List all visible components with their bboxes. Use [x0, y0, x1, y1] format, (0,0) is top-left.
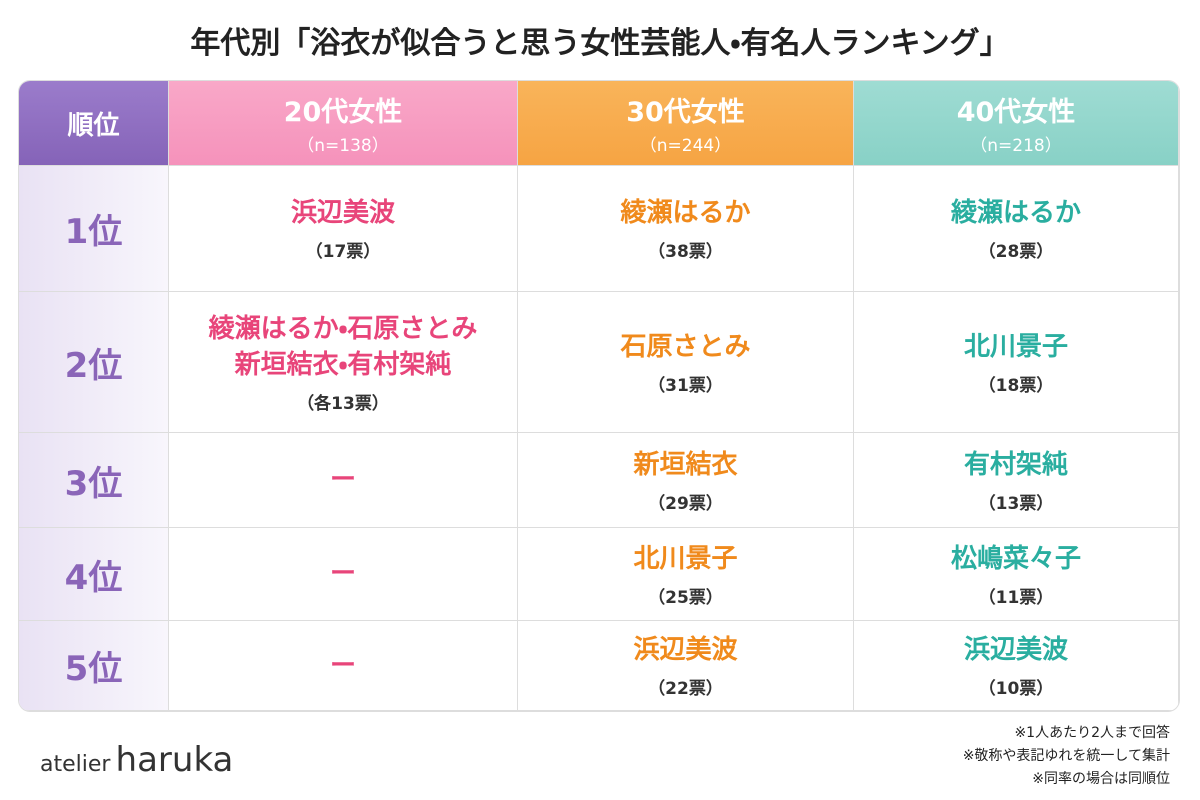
ranking-cell: 石原さとみ （31票）: [518, 292, 854, 433]
celebrity-name: 綾瀬はるか・石原さとみ: [208, 313, 478, 344]
celebrity-name: 浜辺美波: [633, 635, 738, 665]
celebrity-name: ー: [329, 650, 356, 681]
rank-label: 5位: [19, 621, 169, 711]
celebrity-name: 有村架純: [963, 449, 1068, 480]
ranking-cell: 浜辺美波 （22票）: [518, 621, 854, 711]
celebrity-name: 松嶋菜々子: [950, 543, 1081, 574]
celebrity-name: 北川景子: [633, 543, 738, 574]
ranking-cell: 綾瀬はるか・石原さとみ 新垣結衣・有村架純 （各13票）: [169, 292, 518, 433]
column-sample-size: （n=218）: [970, 136, 1062, 156]
note: ※同率の場合は同順位: [1032, 771, 1170, 787]
column-header: 30代女性 （n=244）: [518, 81, 854, 166]
rank-header: 順位: [19, 81, 169, 166]
celebrity-name: 北川景子: [963, 331, 1068, 362]
column-header: 20代女性 （n=138）: [169, 81, 518, 166]
ranking-cell: 新垣結衣 （29票）: [518, 433, 854, 528]
brand: atelier haruka: [40, 740, 233, 780]
ranking-cell: 綾瀬はるか （28票）: [854, 166, 1179, 292]
brand-name: haruka: [115, 740, 234, 780]
ranking-cell: 綾瀬はるか （38票）: [518, 166, 854, 292]
rank-label: 3位: [19, 433, 169, 528]
vote-count: （11票）: [978, 587, 1054, 608]
brand-prefix: atelier: [40, 752, 111, 777]
vote-count: （22票）: [648, 679, 723, 699]
celebrity-name: 綾瀬はるか: [620, 198, 751, 228]
vote-count: （10票）: [978, 679, 1054, 699]
ranking-cell: 松嶋菜々子 （11票）: [854, 528, 1179, 621]
column-header: 40代女性 （n=218）: [854, 81, 1179, 166]
column-label: 20代女性: [283, 97, 403, 128]
ranking-cell: ー: [169, 528, 518, 621]
vote-count: （31票）: [648, 375, 723, 396]
celebrity-name: ー: [329, 465, 356, 495]
celebrity-name: 浜辺美波: [290, 198, 395, 228]
vote-count: （各13票）: [297, 393, 389, 414]
celebrity-name: 新垣結衣: [633, 449, 738, 480]
celebrity-name: 新垣結衣・有村架純: [234, 349, 452, 380]
ranking-cell: 浜辺美波 （17票）: [169, 166, 518, 292]
ranking-cell: 北川景子 （18票）: [854, 292, 1179, 433]
vote-count: （25票）: [648, 587, 723, 608]
column-label: 30代女性: [626, 97, 745, 128]
column-sample-size: （n=138）: [297, 136, 389, 156]
vote-count: （38票）: [648, 242, 723, 262]
vote-count: （17票）: [305, 242, 381, 262]
celebrity-name: 綾瀬はるか: [950, 198, 1081, 228]
vote-count: （18票）: [978, 375, 1054, 396]
celebrity-name: ー: [329, 559, 356, 589]
ranking-cell: 浜辺美波 （10票）: [854, 621, 1179, 711]
note: ※1人あたり2人まで回答: [1014, 725, 1170, 741]
column-sample-size: （n=244）: [639, 136, 732, 156]
rank-label: 4位: [19, 528, 169, 621]
note: ※敬称や表記ゆれを統一して集計: [962, 748, 1170, 764]
rank-label: 1位: [19, 166, 169, 292]
column-label: 40代女性: [956, 97, 1076, 128]
notes: ※1人あたり2人まで回答 ※敬称や表記ゆれを統一して集計 ※同率の場合は同順位: [963, 722, 1170, 791]
celebrity-name: 石原さとみ: [620, 331, 751, 362]
title: 年代別「浴衣が似合うと思う女性芸能人・有名人ランキング」: [190, 26, 1010, 61]
ranking-cell: 北川景子 （25票）: [518, 528, 854, 621]
celebrity-name: 浜辺美波: [963, 635, 1068, 665]
rank-label: 2位: [19, 292, 169, 433]
ranking-cell: 有村架純 （13票）: [854, 433, 1179, 528]
ranking-cell: ー: [169, 433, 518, 528]
vote-count: （28票）: [978, 242, 1054, 262]
ranking-cell: ー: [169, 621, 518, 711]
ranking-table: 順位 20代女性 （n=138） 30代女性 （n=244） 40代女性 （n=218） 1位…: [18, 80, 1180, 712]
vote-count: （29票）: [648, 493, 723, 514]
vote-count: （13票）: [978, 493, 1054, 514]
